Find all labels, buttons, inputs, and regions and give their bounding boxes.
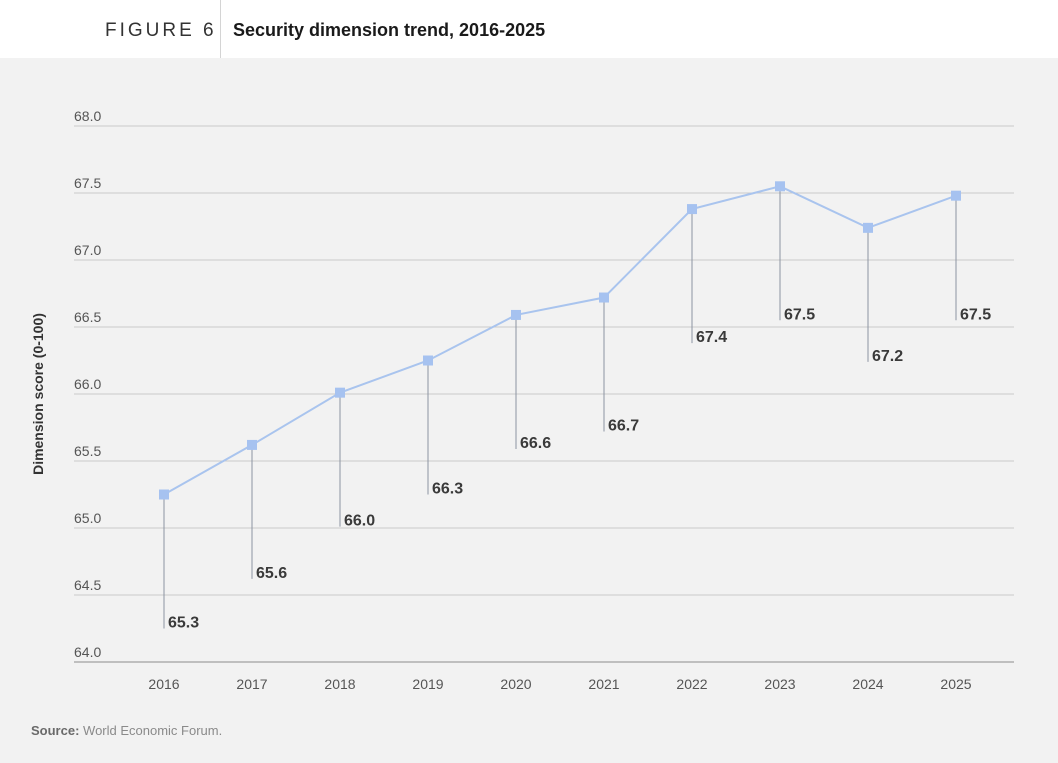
x-tick-label: 2019 — [412, 676, 443, 692]
source-prefix: Source: — [31, 723, 80, 738]
x-tick-label: 2018 — [324, 676, 355, 692]
data-label: 67.5 — [960, 306, 991, 323]
y-tick-label: 68.0 — [74, 108, 101, 124]
x-tick-label: 2023 — [764, 676, 795, 692]
source-text: World Economic Forum. — [83, 723, 223, 738]
x-tick-label: 2024 — [852, 676, 883, 692]
y-tick-label: 66.5 — [74, 309, 101, 325]
data-label: 66.6 — [520, 435, 551, 452]
y-tick-label: 67.0 — [74, 242, 101, 258]
x-tick-label: 2022 — [676, 676, 707, 692]
data-label: 66.3 — [432, 481, 463, 498]
figure-label: FIGURE 6 — [105, 20, 217, 41]
y-tick-label: 67.5 — [74, 175, 101, 191]
x-tick-label: 2021 — [588, 676, 619, 692]
data-point — [159, 489, 169, 500]
y-axis-title: Dimension score (0-100) — [30, 313, 46, 475]
data-label: 67.2 — [872, 348, 903, 365]
x-tick-label: 2025 — [940, 676, 971, 692]
x-tick-label: 2020 — [500, 676, 531, 692]
data-point — [863, 222, 873, 233]
data-point — [511, 309, 521, 320]
data-point — [599, 292, 609, 303]
y-tick-label: 66.0 — [74, 376, 101, 392]
data-point — [423, 355, 433, 366]
series-line — [163, 185, 957, 496]
figure-header: FIGURE 6 Security dimension trend, 2016-… — [0, 0, 1058, 58]
x-tick-label: 2016 — [148, 676, 179, 692]
data-point — [335, 387, 345, 398]
data-label: 65.3 — [168, 615, 199, 632]
data-point — [687, 204, 697, 215]
data-label: 67.4 — [696, 329, 727, 346]
data-label: 66.7 — [608, 418, 639, 435]
y-tick-label: 64.0 — [74, 644, 101, 660]
source-note: Source: World Economic Forum. — [31, 723, 222, 738]
data-point — [775, 181, 785, 192]
data-point — [247, 439, 257, 450]
data-label: 67.5 — [784, 306, 815, 323]
data-label: 66.0 — [344, 513, 375, 530]
x-tick-label: 2017 — [236, 676, 267, 692]
header-divider — [220, 0, 221, 58]
y-tick-label: 65.0 — [74, 510, 101, 526]
y-tick-label: 65.5 — [74, 443, 101, 459]
figure-title: Security dimension trend, 2016-2025 — [233, 20, 546, 40]
line-chart: 64.0 64.5 65.0 65.5 66.0 66.5 67.0 67.5 68.0 Dime… — [30, 108, 1014, 692]
y-tick-label: 64.5 — [74, 577, 101, 593]
data-label: 65.6 — [256, 565, 287, 582]
data-point — [951, 190, 961, 201]
